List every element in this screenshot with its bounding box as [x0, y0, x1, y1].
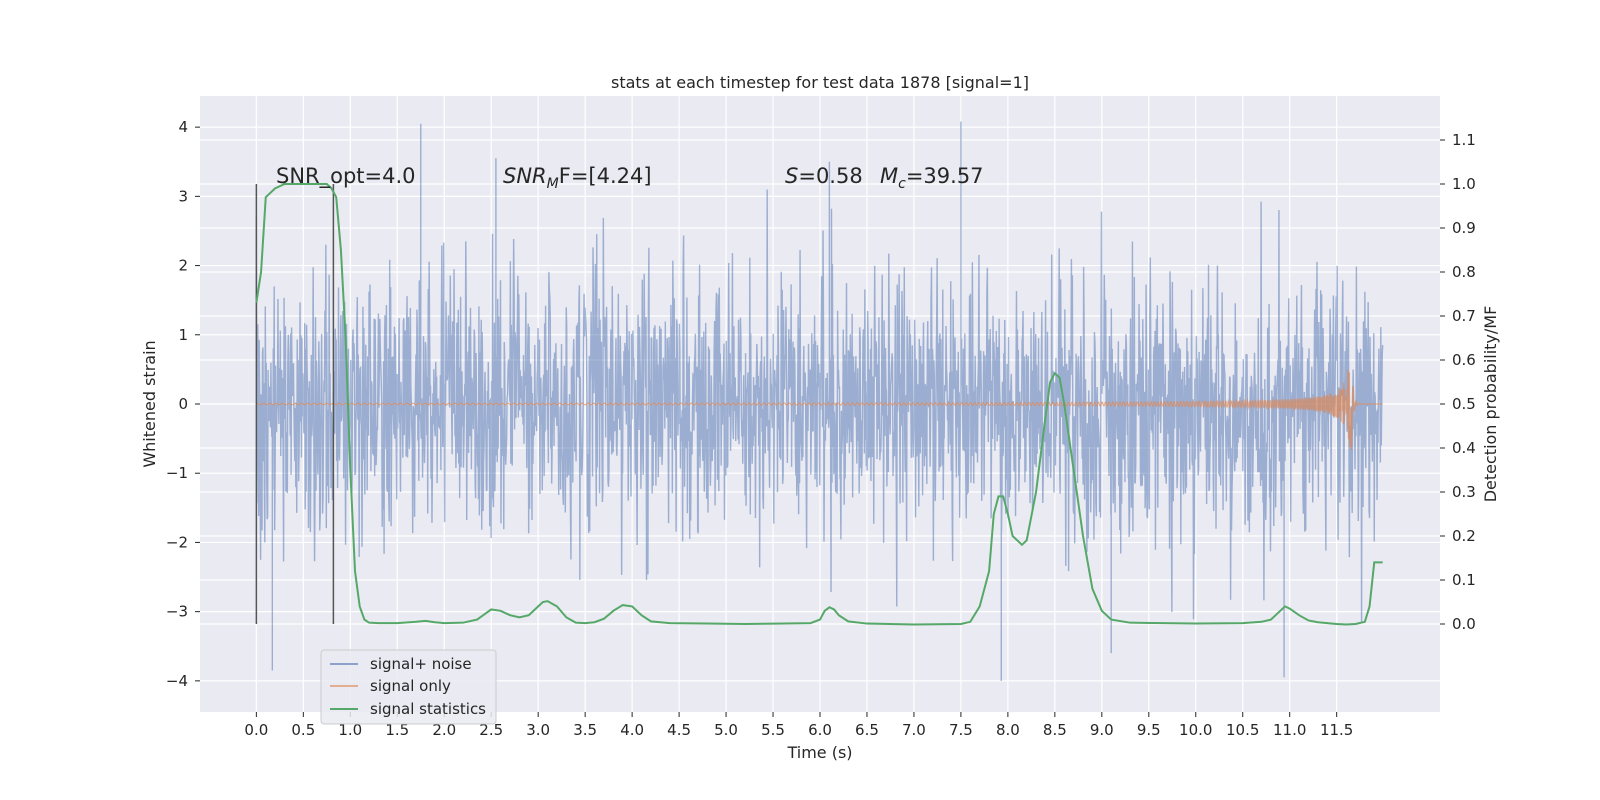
- x-tick-label: 5.5: [761, 721, 785, 739]
- y-ticks-right: 0.0 0.1 0.2 0.3 0.4 0.5 0.6 0.7 0.8 0.9 1.0 1.1: [1440, 131, 1476, 633]
- s-suffix: =0.58: [798, 164, 862, 188]
- x-axis-label: Time (s): [786, 743, 852, 762]
- y-tick-label-right: 0.4: [1452, 439, 1476, 457]
- signal-statistics-series: [255, 183, 1383, 626]
- vertical-markers: [255, 184, 335, 624]
- series-line-signal-noise: [255, 121, 1384, 681]
- y-tick-label-right: 0.5: [1452, 395, 1476, 413]
- snr-mf-prefix: SNR: [503, 164, 547, 188]
- annotation-snr-opt: SNR_opt=4.0: [276, 164, 416, 189]
- snr-mf-sub: M: [547, 176, 559, 192]
- mc-prefix: M: [880, 164, 898, 188]
- legend: signal+ noise signal only signal statist…: [320, 649, 497, 725]
- x-tick-label: 8.5: [1043, 721, 1067, 739]
- x-tick-label: 9.0: [1090, 721, 1114, 739]
- annotation-snr-mf: SNRMF=[4.24]: [503, 164, 652, 192]
- series-line-signal-only: [256, 369, 1383, 451]
- x-tick-label: 9.5: [1137, 721, 1161, 739]
- x-tick-label: 2.5: [479, 721, 503, 739]
- chart-title: stats at each timestep for test data 187…: [611, 73, 1029, 92]
- x-tick-label: 10.0: [1179, 721, 1212, 739]
- x-ticks: 0.0 0.5 1.0 1.5 2.0 2.5 3.0 3.5 4.0 4.5 5.0 5.5 6.0 6…: [244, 712, 1353, 739]
- s-prefix: S: [785, 164, 798, 188]
- mc-suffix: =39.57: [906, 164, 984, 188]
- y-tick-label-left: −2: [166, 533, 188, 551]
- y-tick-label-left: 4: [178, 118, 188, 136]
- y-tick-label-right: 1.0: [1452, 175, 1476, 193]
- x-tick-label: 0.5: [291, 721, 315, 739]
- y-tick-label-left: −4: [166, 672, 188, 690]
- y-tick-label-left: 1: [178, 326, 188, 344]
- x-tick-label: 4.0: [620, 721, 644, 739]
- y-tick-label-left: −1: [166, 464, 188, 482]
- y-axis-label-right: Detection probability/MF: [1481, 306, 1500, 503]
- annotation-s: S=0.58: [785, 164, 863, 188]
- mc-sub: c: [898, 176, 906, 192]
- y-tick-label-left: 3: [178, 187, 188, 205]
- x-tick-label: 7.5: [949, 721, 973, 739]
- x-tick-label: 11.5: [1320, 721, 1353, 739]
- signal-only-series: [256, 369, 1383, 451]
- x-tick-label: 1.0: [338, 721, 362, 739]
- y-tick-label-right: 0.1: [1452, 571, 1476, 589]
- x-tick-label: 0.0: [244, 721, 268, 739]
- y-tick-label-right: 1.1: [1452, 131, 1476, 149]
- series-line-signal-statistics: [255, 183, 1383, 626]
- x-tick-label: 11.0: [1273, 721, 1306, 739]
- y-tick-label-right: 0.9: [1452, 219, 1476, 237]
- legend-box: [320, 649, 497, 725]
- legend-label-signal-statistics: signal statistics: [370, 700, 486, 718]
- y-axis-label-left: Whitened strain: [140, 340, 159, 467]
- signal-noise-series: [255, 121, 1384, 681]
- y-tick-label-right: 0.8: [1452, 263, 1476, 281]
- snr-mf-suffix: F=[4.24]: [559, 164, 652, 188]
- x-tick-label: 3.0: [526, 721, 550, 739]
- x-tick-label: 6.0: [808, 721, 832, 739]
- y-tick-label-left: 2: [178, 257, 188, 275]
- x-tick-label: 10.5: [1226, 721, 1259, 739]
- y-tick-label-left: 0: [178, 395, 188, 413]
- y-tick-label-left: −3: [166, 603, 188, 621]
- x-tick-label: 3.5: [573, 721, 597, 739]
- x-tick-label: 6.5: [855, 721, 879, 739]
- y-tick-label-right: 0.7: [1452, 307, 1476, 325]
- y-ticks-left: −4 −3 −2 −1 0 1 2 3 4: [166, 118, 200, 690]
- x-tick-label: 1.5: [385, 721, 409, 739]
- legend-label-signal-only: signal only: [370, 677, 451, 695]
- x-tick-label: 4.5: [667, 721, 691, 739]
- x-tick-label: 2.0: [432, 721, 456, 739]
- y-tick-label-right: 0.2: [1452, 527, 1476, 545]
- annotation-mc: Mc=39.57: [880, 164, 984, 192]
- y-tick-label-right: 0.6: [1452, 351, 1476, 369]
- x-tick-label: 5.0: [714, 721, 738, 739]
- legend-label-signal-noise: signal+ noise: [370, 655, 472, 673]
- x-tick-label: 8.0: [996, 721, 1020, 739]
- y-tick-label-right: 0.3: [1452, 483, 1476, 501]
- y-tick-label-right: 0.0: [1452, 615, 1476, 633]
- x-tick-label: 7.0: [902, 721, 926, 739]
